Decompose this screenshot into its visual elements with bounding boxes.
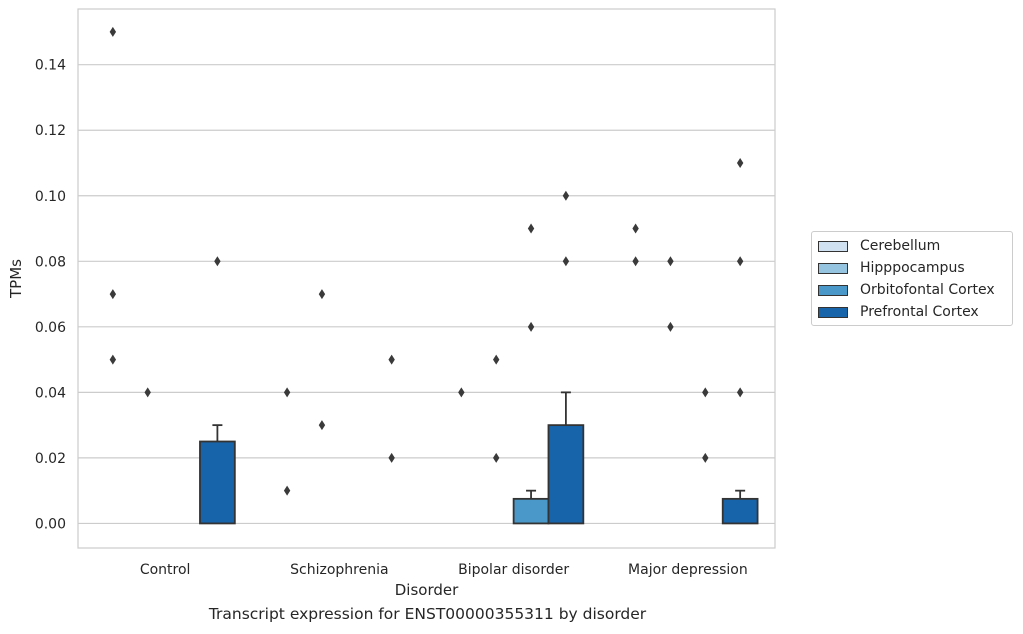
x-tick-label: Major depression [628, 562, 748, 578]
outlier-point [702, 387, 709, 398]
chart-caption: Transcript expression for ENST0000035531… [208, 605, 647, 623]
outlier-point [144, 387, 151, 398]
bar [547, 424, 585, 525]
y-tick-label: 0.10 [35, 189, 66, 205]
legend-item-prefrontal: Prefrontal Cortex [818, 302, 979, 322]
y-tick-label: 0.14 [35, 58, 66, 74]
x-axis-label: Disorder [395, 581, 459, 599]
outlier-points [109, 26, 744, 496]
legend-item-cerebellum: Cerebellum [818, 236, 940, 256]
outlier-point [562, 190, 570, 201]
bar [199, 440, 236, 525]
x-tick-label: Control [140, 562, 191, 578]
error-bars [212, 391, 746, 499]
outlier-point [736, 256, 744, 267]
legend-swatch-hippocampus [818, 262, 848, 274]
x-tick-label: Bipolar disorder [458, 562, 569, 578]
y-tick-label: 0.06 [35, 320, 66, 336]
legend-label-prefrontal: Prefrontal Cortex [860, 304, 979, 320]
legend-label-hippocampus: Hipppocampus [860, 260, 965, 276]
legend-item-orbitofrontal: Orbitofontal Cortex [818, 280, 995, 300]
bars [199, 424, 759, 525]
y-tick-label: 0.08 [35, 254, 66, 270]
x-tick-label: Schizophrenia [290, 562, 388, 578]
x-tick-labels: Control Schizophrenia Bipolar disorder Majo… [140, 562, 748, 578]
y-tick-labels: 0.00 0.02 0.04 0.06 0.08 0.10 0.12 0.14 [35, 58, 66, 533]
gridlines [78, 64, 775, 525]
outlier-point [214, 256, 221, 267]
outlier-point [667, 256, 674, 267]
y-tick-label: 0.02 [35, 451, 66, 467]
y-tick-label: 0.12 [35, 123, 66, 139]
outlier-point [667, 321, 674, 332]
outlier-point [388, 354, 395, 365]
y-tick-label: 0.00 [35, 516, 66, 532]
bar [512, 497, 550, 525]
outlier-point [493, 354, 500, 365]
outlier-point [527, 321, 535, 332]
legend-swatch-prefrontal [818, 306, 848, 318]
outlier-point [632, 223, 639, 234]
legend-item-hippocampus: Hipppocampus [818, 258, 965, 278]
outlier-point [562, 256, 570, 267]
plot-area [77, 8, 776, 549]
outlier-point [702, 452, 709, 463]
y-axis-label: TPMs [7, 259, 25, 299]
outlier-point [318, 420, 326, 431]
legend: Cerebellum Hipppocampus Orbitofontal Cor… [811, 231, 1013, 326]
outlier-point [736, 158, 744, 168]
outlier-point [527, 223, 535, 234]
y-tick-label: 0.04 [35, 385, 66, 401]
outlier-point [493, 452, 500, 463]
outlier-point [283, 485, 291, 496]
outlier-point [736, 387, 744, 398]
outlier-point [632, 256, 639, 267]
legend-label-cerebellum: Cerebellum [860, 238, 941, 254]
outlier-point [109, 26, 117, 37]
outlier-point [458, 387, 465, 398]
outlier-point [109, 289, 117, 300]
bar [721, 497, 759, 525]
outlier-point [109, 354, 117, 365]
outlier-point [318, 289, 326, 300]
outlier-point [283, 387, 291, 398]
legend-swatch-cerebellum [818, 240, 848, 252]
outlier-point [388, 452, 395, 463]
legend-swatch-orbitofrontal [818, 284, 848, 296]
legend-label-orbitofrontal: Orbitofontal Cortex [860, 282, 995, 298]
